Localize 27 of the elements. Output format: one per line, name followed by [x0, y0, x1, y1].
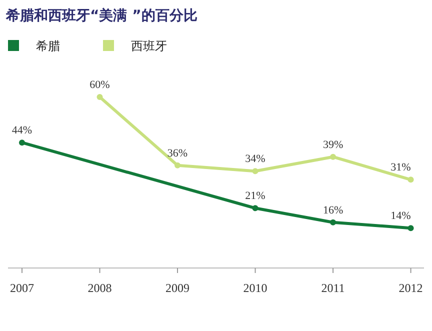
- data-label: 14%: [390, 210, 411, 222]
- x-tick-label: 2010: [243, 281, 268, 295]
- point: [330, 219, 336, 226]
- x-tick-label: 2012: [398, 281, 423, 295]
- x-tick-label: 2009: [166, 281, 190, 295]
- point: [18, 140, 25, 146]
- x-tick-label: 2011: [321, 281, 345, 295]
- point: [330, 154, 336, 160]
- data-label: 21%: [245, 190, 266, 202]
- point: [174, 162, 181, 168]
- point: [252, 168, 258, 174]
- data-label: 31%: [390, 162, 411, 174]
- data-label: 16%: [322, 204, 344, 216]
- point: [408, 225, 414, 232]
- data-label: 39%: [322, 138, 344, 151]
- data-label: 34%: [245, 153, 266, 166]
- data-label: 60%: [90, 79, 110, 91]
- x-tick-label: 2007: [10, 281, 34, 295]
- x-tick-label: 2008: [88, 281, 112, 295]
- data-label: 44%: [12, 124, 32, 137]
- data-label: 36%: [167, 147, 188, 160]
- chart-title: 希腊和西班牙“美满 ”的百分比: [5, 7, 198, 24]
- legend-label: 西班牙: [131, 39, 167, 53]
- legend-label: 希腊: [36, 39, 60, 53]
- point: [408, 176, 414, 183]
- point: [96, 94, 103, 100]
- point: [252, 205, 258, 212]
